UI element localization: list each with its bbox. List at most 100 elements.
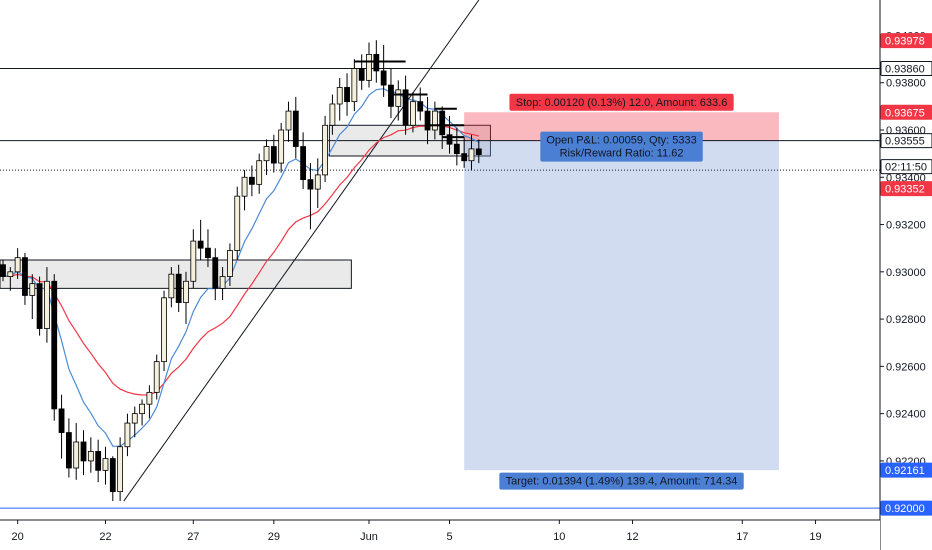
time-tick-label-6: 10 (553, 531, 565, 543)
candle-body (52, 281, 57, 409)
candle-body (198, 241, 203, 248)
price-label-0: 0.93978 (885, 36, 925, 48)
candle-body (125, 423, 130, 447)
time-tick-label-2: 27 (187, 531, 199, 543)
price-label-6: 0.92161 (885, 465, 925, 477)
candle-body (132, 414, 137, 423)
candle-body (293, 111, 298, 146)
candle-body (110, 459, 115, 492)
pnl-label-text: Open P&L: 0.00059, Qty: 5333 (546, 135, 696, 147)
candle-body (264, 147, 269, 161)
candle-body (205, 248, 210, 257)
candle-body (103, 459, 108, 471)
candle-body (286, 111, 291, 130)
time-tick-label-1: 22 (99, 531, 111, 543)
candle-body (213, 258, 218, 289)
price-label-7: 0.92000 (885, 503, 925, 515)
candle-body (66, 433, 71, 468)
time-tick-label-5: 5 (446, 531, 452, 543)
candle-body (367, 54, 372, 80)
candle-body (469, 149, 474, 161)
pnl-label-text: Risk/Reward Ratio: 11.62 (560, 148, 684, 160)
candle-body (59, 409, 64, 433)
time-axis[interactable]: 20 22 27 29 Jun 5 10 12 17 19 (0, 520, 880, 550)
candle-body (381, 71, 386, 85)
stop-label-text: Stop: 0.00120 (0.13%) 12.0, Amount: 633.… (516, 97, 728, 109)
support-zones (0, 125, 490, 288)
candle-body (30, 284, 35, 296)
price-label-3: 0.93555 (885, 136, 925, 148)
candle-body (432, 111, 437, 130)
candle-body (352, 69, 357, 102)
candle-body (37, 284, 42, 329)
candle-body (323, 125, 328, 175)
candle-body (462, 154, 467, 161)
candle-body (257, 161, 262, 185)
trendline-layer (124, 0, 479, 501)
candle-body (184, 281, 189, 302)
time-tick-label-7: 12 (626, 531, 638, 543)
candle-body (418, 102, 423, 111)
candle-body (440, 111, 445, 135)
target-zone (464, 141, 779, 470)
candle-body (74, 442, 79, 468)
candle-body (315, 175, 320, 189)
candle-body (191, 241, 196, 281)
price-label-4: 02:11:50 (885, 162, 927, 174)
time-tick-label-0: 20 (12, 531, 24, 543)
price-axis[interactable]: 0.940000.938000.936000.934000.932000.930… (880, 0, 932, 550)
candle-body (425, 111, 430, 130)
candle-body (227, 251, 232, 277)
time-tick-label-4: Jun (360, 531, 378, 543)
price-tick-label: 0.93200 (886, 220, 926, 232)
candle-body (8, 272, 13, 277)
candle-body (388, 85, 393, 106)
candle-body (118, 447, 123, 492)
candle-body (308, 180, 313, 189)
candle-body (374, 54, 379, 71)
price-tick-label: 0.92400 (886, 409, 926, 421)
candle-body (15, 258, 20, 272)
price-tick-label: 0.93000 (886, 267, 926, 279)
target-label-text: Target: 0.01394 (1.49%) 139.4, Amount: 7… (506, 476, 738, 488)
candle-body (396, 90, 401, 107)
candle-body (454, 144, 459, 153)
candle-body (1, 265, 6, 277)
candle-body (140, 404, 145, 413)
price-label-1: 0.93860 (885, 64, 925, 76)
price-tick-label: 0.92600 (886, 361, 926, 373)
candle-body (301, 147, 306, 180)
candle-body (169, 274, 174, 298)
candle-body (176, 274, 181, 302)
time-tick-label-8: 17 (736, 531, 748, 543)
price-label-5: 0.93352 (885, 184, 925, 196)
candle-body (271, 147, 276, 164)
candle-body (44, 281, 49, 328)
candle-body (147, 392, 152, 404)
candle-body (242, 177, 247, 196)
candle-body (154, 362, 159, 393)
candle-body (410, 102, 415, 126)
candle-body (81, 442, 86, 461)
candle-body (279, 130, 284, 163)
time-tick-label-9: 19 (809, 531, 821, 543)
candle-body (162, 298, 167, 362)
price-tick-label: 0.93800 (886, 78, 926, 90)
candle-body (337, 87, 342, 104)
short-position-tool[interactable] (464, 112, 779, 470)
time-tick-label-3: 29 (268, 531, 280, 543)
candle-body (476, 149, 481, 155)
candle-body (235, 196, 240, 250)
price-tick-label: 0.92800 (886, 314, 926, 326)
candle-body (22, 258, 27, 296)
candle-body (220, 277, 225, 289)
candle-body (249, 177, 254, 184)
candle-body (330, 104, 335, 125)
candle-body (96, 451, 101, 470)
candle-body (88, 451, 93, 460)
trendline (124, 0, 479, 501)
candle-body (345, 87, 350, 101)
price-label-2: 0.93675 (885, 107, 925, 119)
